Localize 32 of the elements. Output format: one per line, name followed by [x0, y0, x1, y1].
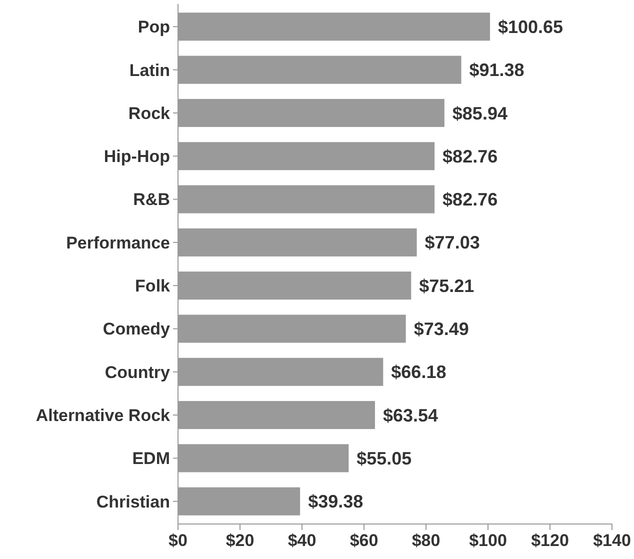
x-tick-label: $40 [288, 531, 316, 550]
data-label: $82.76 [442, 190, 498, 210]
data-label: $39.38 [308, 492, 364, 512]
data-label: $77.03 [424, 232, 480, 253]
data-label: $85.94 [452, 103, 508, 124]
x-tick-label: $120 [531, 531, 569, 550]
y-tick-label: R&B [133, 190, 170, 210]
y-tick-label: Christian [96, 492, 170, 512]
data-label: $63.54 [382, 405, 438, 426]
y-tick-label: Alternative Rock [36, 406, 171, 425]
data-label: $55.05 [356, 448, 412, 468]
data-label: $100.65 [498, 16, 564, 37]
data-label: $82.76 [442, 146, 498, 166]
x-tick-label: $140 [593, 531, 631, 550]
y-tick-label: Pop [138, 18, 170, 37]
x-tick-label: $60 [350, 531, 378, 550]
x-tick-label: $100 [469, 531, 507, 550]
data-label: $73.49 [414, 319, 469, 340]
y-tick-label: Hip-Hop [104, 147, 170, 166]
data-label: $75.21 [419, 276, 474, 296]
y-tick-label: Performance [66, 233, 170, 252]
x-tick-label: $0 [168, 531, 188, 550]
y-tick-label: Rock [128, 104, 171, 123]
y-tick-label: Comedy [102, 320, 171, 339]
y-tick-label: Country [104, 362, 171, 382]
y-tick-label: Latin [129, 60, 170, 80]
x-tick-label: $80 [412, 531, 440, 550]
x-tick-label: $20 [226, 531, 254, 550]
y-tick-label: EDM [132, 449, 170, 468]
data-label: $66.18 [391, 362, 446, 382]
y-tick-label: Folk [135, 276, 171, 296]
data-label: $91.38 [469, 60, 524, 80]
